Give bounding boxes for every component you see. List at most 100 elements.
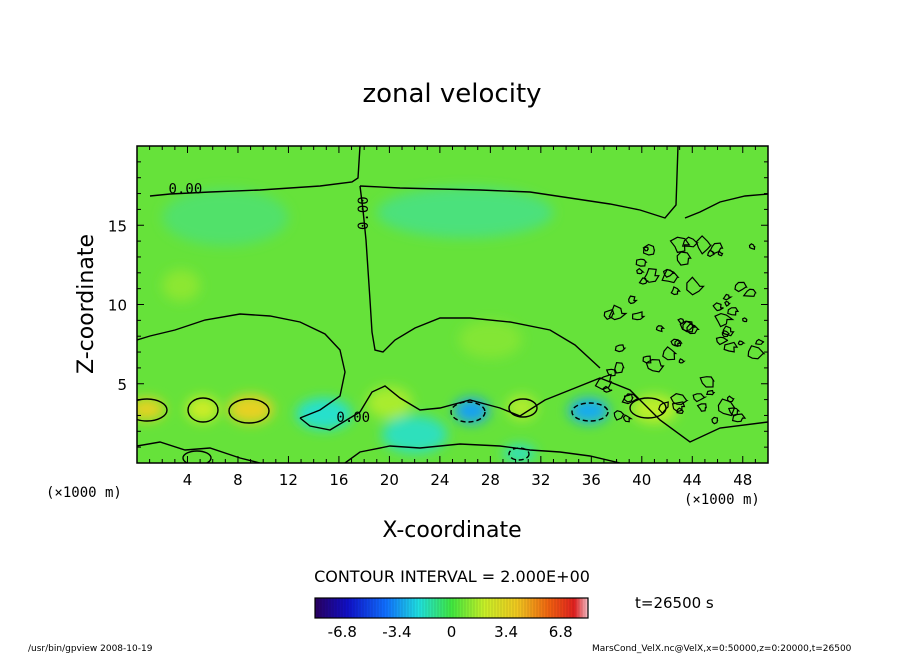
turbulent-contour <box>748 243 756 250</box>
contour-zero-vertical <box>359 185 601 369</box>
x-tick-label: 32 <box>531 471 550 489</box>
x-tick-label: 48 <box>733 471 752 489</box>
turbulent-contour <box>742 288 757 297</box>
turbulent-contour <box>734 281 748 293</box>
turbulent-contour <box>658 401 669 415</box>
contour-zero-mid <box>137 313 346 419</box>
turbulent-contour <box>614 344 627 353</box>
field-blob <box>296 398 352 430</box>
contour-blob-3 <box>228 398 270 424</box>
colorbar-frame <box>314 597 589 619</box>
turbulent-contour <box>605 368 617 377</box>
turbulent-contour <box>706 249 715 258</box>
colorbar-tick-label: -3.4 <box>382 623 411 641</box>
contour-labels: 0.00 0.00 0.00 <box>169 182 372 426</box>
colorbar-stripes <box>317 598 586 618</box>
turbulent-contour <box>727 307 740 316</box>
turbulent-contour <box>636 267 645 275</box>
contour-zero-low <box>299 377 768 443</box>
turbulent-contour <box>724 300 731 307</box>
contour-zero-top <box>149 146 361 197</box>
contour-low-mid <box>344 443 621 463</box>
turbulent-contour <box>695 235 713 255</box>
colorbar-gradient <box>315 598 588 618</box>
turbulent-contour <box>608 304 628 321</box>
turbulent-contour <box>645 358 665 373</box>
turbulent-contour <box>670 393 689 406</box>
y-tick-label: 5 <box>117 376 127 394</box>
field-blob <box>458 320 522 359</box>
colorbar-tick-label: 0 <box>447 623 457 641</box>
turbulent-contour <box>594 373 613 391</box>
x-tick-label: 40 <box>632 471 651 489</box>
x-tick-label: 8 <box>233 471 243 489</box>
turbulent-contour <box>676 407 684 415</box>
field-blob <box>137 398 165 421</box>
turbulent-contour <box>662 268 676 278</box>
contour-zero-top-right <box>359 146 679 219</box>
turbulent-contour <box>635 258 648 267</box>
turbulent-contour <box>602 385 613 393</box>
turbulent-contour <box>671 401 686 413</box>
turbulent-contour <box>655 325 666 333</box>
turbulent-contour <box>722 325 735 337</box>
turbulent-contour <box>737 340 746 346</box>
turbulent-contour <box>717 250 724 257</box>
field-blob <box>568 398 609 424</box>
turbulent-contour <box>731 413 747 423</box>
contour-low-left <box>137 441 261 463</box>
footer-left: /usr/bin/gpview 2008-10-19 <box>28 644 153 654</box>
turbulent-contour <box>747 345 766 360</box>
field-blob <box>186 396 220 422</box>
y-tick-label: 15 <box>108 217 127 235</box>
turbulent-contour <box>711 416 719 425</box>
plot-area: 0.00 0.00 0.00 <box>137 146 768 463</box>
x-tick-label: 44 <box>683 471 702 489</box>
turbulent-contour <box>712 302 724 312</box>
turbulent-contour <box>614 361 625 374</box>
turbulent-contour <box>682 320 696 333</box>
turbulent-contour <box>642 355 652 364</box>
x-tick-label: 16 <box>329 471 348 489</box>
x-tick-label: 4 <box>183 471 193 489</box>
contour-neg-1 <box>450 401 486 423</box>
colorbar-tick-label: -6.8 <box>328 623 357 641</box>
turbulent-contour <box>678 358 686 364</box>
contour-neg-3 <box>508 447 530 461</box>
field-blob <box>366 386 413 419</box>
colorbar: -6.8 -3.4 0 3.4 6.8 <box>314 597 589 641</box>
x-tick-label: 20 <box>380 471 399 489</box>
turbulent-contour <box>603 308 615 321</box>
field-blob <box>631 394 678 424</box>
turbulent-contour <box>696 403 707 412</box>
contour-blob-6 <box>182 450 212 463</box>
turbulent-contour <box>699 376 715 388</box>
colorbar-ticks: -6.8 -3.4 0 3.4 6.8 <box>328 623 573 641</box>
x-tick-label: 28 <box>481 471 500 489</box>
turbulent-contour <box>715 336 729 346</box>
turbulent-contours <box>594 235 766 425</box>
turbulent-contour <box>613 410 626 421</box>
turbulent-contour <box>727 407 741 416</box>
turbulent-contour <box>717 398 736 417</box>
y-tick-label: 10 <box>108 297 127 315</box>
contour-blob-5 <box>629 397 667 419</box>
x-tick-label: 36 <box>582 471 601 489</box>
turbulent-contour <box>622 414 634 423</box>
x-axis-ticks: 4 8 12 16 20 24 28 32 36 40 44 48 <box>149 146 756 489</box>
colorbar-tick-label: 6.8 <box>549 623 573 641</box>
contour-interval-text: CONTOUR INTERVAL = 2.000E+00 <box>314 567 590 586</box>
turbulent-contour <box>726 395 735 403</box>
turbulent-contour <box>661 268 680 284</box>
field-blobs <box>137 187 678 463</box>
field-blob <box>162 269 201 302</box>
contour-zero-right <box>684 193 768 219</box>
turbulent-contour <box>692 393 708 403</box>
turbulent-contour <box>674 339 683 347</box>
turbulent-contour <box>714 312 735 328</box>
turbulent-contour <box>662 346 678 361</box>
footer-right: MarsCond_VelX.nc@VelX,x=0:50000,z=0:2000… <box>592 644 852 654</box>
turbulent-contour <box>670 286 681 296</box>
x-axis-label: X-coordinate <box>382 518 521 543</box>
